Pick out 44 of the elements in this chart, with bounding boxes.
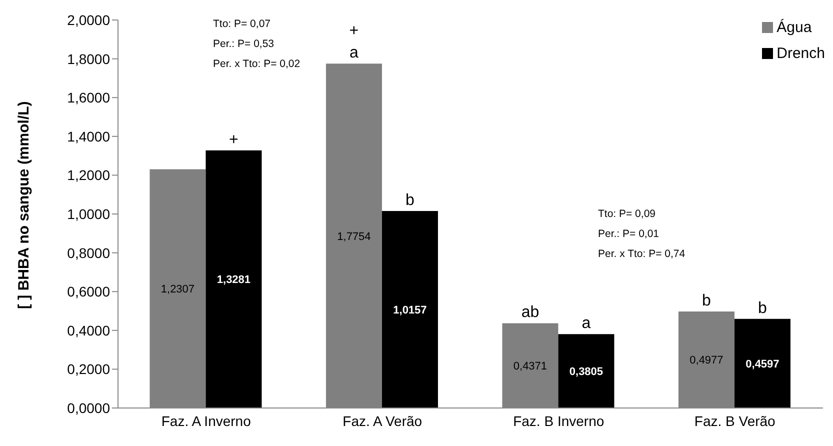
data-label: 1,3281 [216, 274, 251, 286]
y-tick-label: 1,2000 [67, 167, 110, 184]
bar [558, 334, 614, 408]
y-tick-label: 0,8000 [67, 244, 110, 261]
data-label: 1,2307 [160, 284, 195, 296]
bar [734, 318, 790, 408]
y-tick-label: 0,6000 [67, 284, 110, 300]
x-tick-label: Faz. A Verão [342, 412, 422, 429]
annotation: + [229, 131, 238, 148]
annotation: b [406, 192, 415, 209]
annotation: + [349, 22, 359, 40]
y-tick-label: 1,4000 [67, 128, 110, 144]
annotation: b [702, 292, 712, 310]
y-tick-label: 1,8000 [67, 50, 110, 67]
annotation: Per.: P= 0,53 [213, 38, 274, 50]
annotation: a [350, 44, 359, 62]
data-label: 0,4977 [690, 354, 724, 367]
annotation: Per.: P= 0,01 [598, 228, 660, 240]
y-axis-title: [ ] BHBA no sangue (mmol/L) [15, 101, 32, 309]
x-tick-label: Faz. B Inverno [513, 412, 604, 429]
annotation: Tto: P= 0,07 [213, 18, 270, 30]
annotation: Per. x Tto: P= 0,74 [598, 248, 686, 260]
annotation: Per. x Tto: P= 0,02 [213, 58, 300, 70]
y-tick-label: 1,6000 [67, 90, 110, 106]
data-label: 1,0157 [393, 304, 427, 316]
data-label: 0,4371 [513, 360, 548, 373]
annotation: ab [521, 304, 540, 322]
legend-label: Água [776, 18, 812, 36]
annotation: a [582, 315, 591, 332]
x-tick-label: Faz. B Verão [694, 412, 776, 429]
data-label: 0,4597 [746, 358, 780, 370]
data-label: 0,3805 [569, 366, 604, 378]
annotation: Tto: P= 0,09 [598, 208, 656, 220]
x-tick-label: Faz. A Inverno [161, 412, 252, 429]
bar [382, 210, 438, 408]
y-tick-label: 0,2000 [67, 361, 110, 378]
y-tick-label: 2,0000 [67, 12, 110, 28]
y-tick-label: 0,0000 [67, 400, 110, 416]
legend-label: Drench [776, 44, 825, 62]
y-tick-label: 1,0000 [67, 206, 110, 222]
annotation: b [758, 300, 768, 317]
data-label: 1,7754 [337, 230, 371, 243]
y-tick-label: 0,4000 [67, 322, 110, 338]
bar [206, 150, 262, 408]
